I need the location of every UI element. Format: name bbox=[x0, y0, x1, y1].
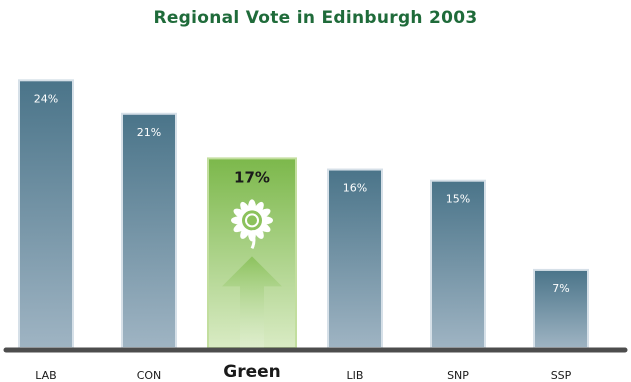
category-label-green: Green bbox=[223, 362, 281, 382]
bar-con bbox=[121, 112, 177, 350]
category-label-lab: LAB bbox=[35, 369, 56, 382]
category-label-lib: LIB bbox=[347, 369, 364, 382]
value-label-con: 21% bbox=[137, 126, 161, 139]
sunflower-icon bbox=[231, 199, 273, 250]
category-label-ssp: SSP bbox=[551, 369, 572, 382]
value-label-lib: 16% bbox=[343, 182, 367, 195]
category-label-con: CON bbox=[137, 369, 162, 382]
bar-lab bbox=[18, 79, 74, 350]
bar-snp bbox=[430, 179, 486, 349]
value-label-snp: 15% bbox=[446, 193, 470, 206]
chart-title: Regional Vote in Edinburgh 2003 bbox=[153, 8, 478, 28]
category-label-snp: SNP bbox=[447, 369, 469, 382]
value-label-ssp: 7% bbox=[552, 282, 569, 295]
bar-lib bbox=[327, 168, 383, 349]
up-arrow-icon bbox=[222, 256, 282, 348]
value-label-lab: 24% bbox=[34, 92, 58, 105]
value-label-green: 17% bbox=[234, 168, 270, 186]
